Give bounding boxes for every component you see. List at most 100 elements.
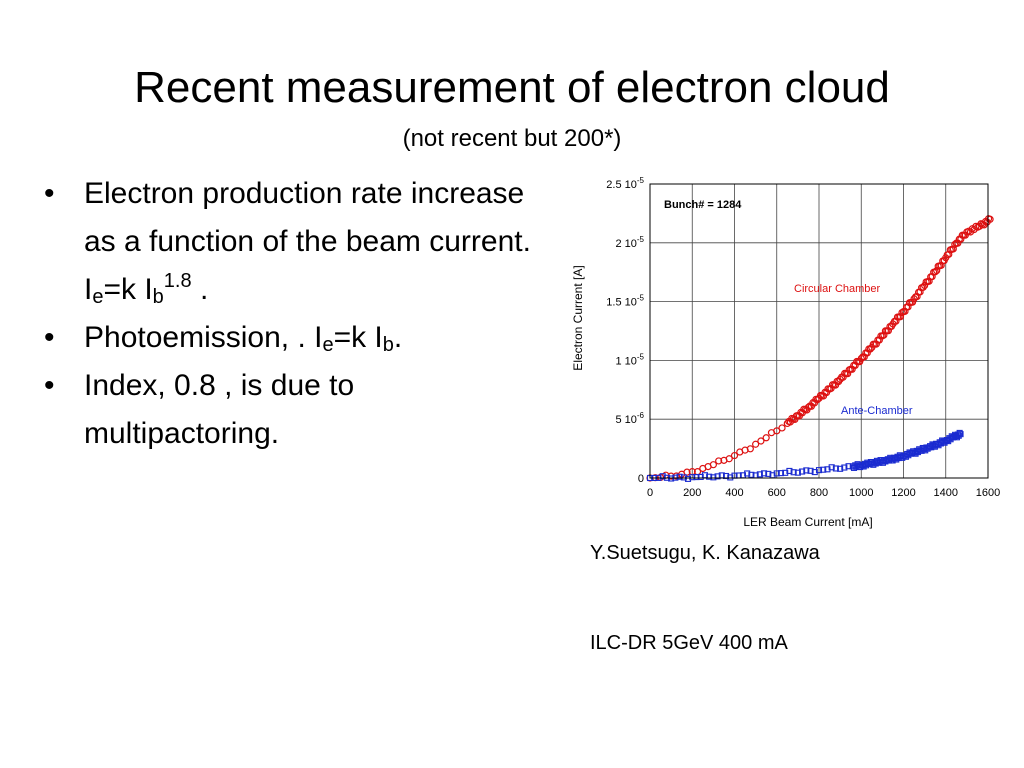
- data-point: [828, 464, 835, 471]
- bullet-text: .: [191, 273, 209, 306]
- x-tick-label: 1000: [849, 487, 873, 499]
- bullet-text: Photoemission, . I: [84, 321, 323, 354]
- data-point: [820, 466, 827, 473]
- data-point: [908, 298, 917, 306]
- data-point: [762, 434, 770, 442]
- plot-frame: [649, 183, 989, 479]
- bullet-item-1: • Electron production rate increase as a…: [40, 170, 550, 314]
- bullet-subscript: b: [382, 334, 394, 356]
- data-point: [715, 457, 723, 465]
- series-label-ante: Ante-Chamber: [841, 405, 913, 417]
- series-label-circular: Circular Chamber: [794, 283, 881, 295]
- y-tick-label: 1.5 10-5: [606, 294, 644, 309]
- bullet-item-2: • Photoemission, . Ie=k Ib.: [40, 314, 550, 362]
- y-axis-label: Electron Current [A]: [571, 265, 585, 370]
- data-point: [765, 470, 772, 477]
- data-point: [730, 451, 739, 460]
- data-point: [684, 475, 692, 482]
- x-tick-label: 800: [810, 487, 828, 499]
- data-point: [919, 283, 927, 291]
- y-tick-label: 5 10-6: [615, 411, 644, 426]
- data-point: [786, 467, 793, 474]
- bullet-text: =k I: [333, 321, 383, 354]
- data-point: [693, 474, 700, 481]
- data-point: [815, 467, 823, 474]
- x-axis-label: LER Beam Current [mA]: [743, 515, 872, 529]
- tick-labels: 0 200 400 600 800 1000 1200 1400 1600 0 5 10-6 1 10…: [606, 176, 1000, 499]
- data-point: [752, 440, 760, 448]
- note-text: ILC-DR 5GeV 400 mA: [590, 632, 788, 654]
- y-tick-label: 2 10-5: [615, 235, 644, 250]
- electron-current-chart: 0 200 400 600 800 1000 1200 1400 1600 0 5 10-6 1 10…: [571, 176, 1000, 529]
- data-point: [957, 431, 964, 438]
- data-point: [697, 473, 704, 480]
- x-tick-label: 1600: [976, 487, 1000, 499]
- data-point: [709, 461, 717, 469]
- x-tick-label: 400: [725, 487, 743, 499]
- data-point: [807, 467, 814, 474]
- slide-subtitle: (not recent but 200*): [402, 125, 622, 152]
- bullet-dot-icon: •: [44, 177, 55, 210]
- bullet-dot-icon: •: [44, 369, 55, 402]
- x-tick-label: 1400: [934, 487, 958, 499]
- data-point: [803, 467, 810, 474]
- data-point: [956, 429, 963, 436]
- data-point: [714, 473, 721, 480]
- credit-text: Y.Suetsugu, K. Kanazawa: [590, 542, 820, 564]
- y-tick-label: 0: [638, 473, 644, 485]
- data-point: [756, 471, 763, 478]
- data-point: [799, 468, 806, 475]
- data-point: [659, 473, 666, 480]
- bullet-text: Index, 0.8 , is due to multipactoring.: [84, 369, 355, 450]
- data-point: [837, 465, 844, 472]
- data-point: [746, 445, 754, 453]
- bullet-dot-icon: •: [44, 321, 55, 354]
- data-point: [832, 465, 839, 472]
- data-point: [723, 472, 730, 480]
- data-point: [668, 475, 675, 482]
- data-point: [790, 469, 797, 476]
- bullet-text: .: [393, 321, 403, 354]
- data-point: [896, 313, 905, 321]
- data-point: [777, 470, 785, 477]
- data-point: [782, 469, 789, 476]
- data-point: [748, 471, 755, 478]
- x-tick-label: 600: [768, 487, 786, 499]
- bullet-subscript: b: [152, 286, 164, 308]
- data-point: [725, 455, 733, 463]
- y-tick-label: 2.5 10-5: [606, 176, 644, 191]
- data-point: [761, 470, 768, 477]
- x-tick-label: 200: [683, 487, 701, 499]
- data-point: [683, 468, 691, 476]
- bullet-superscript: 1.8: [163, 270, 192, 292]
- data-point: [841, 464, 848, 471]
- series-circular-chamber: [646, 215, 994, 482]
- data-point: [676, 473, 683, 480]
- data-point: [757, 437, 765, 445]
- slide-title: Recent measurement of electron cloud: [134, 63, 890, 112]
- data-point: [804, 403, 813, 411]
- x-tick-label: 1200: [891, 487, 915, 499]
- bullet-subscript: e: [92, 286, 104, 308]
- data-point: [689, 474, 696, 481]
- bullet-item-3: • Index, 0.8 , is due to multipactoring.: [40, 362, 550, 458]
- data-point: [794, 469, 801, 476]
- annotation-label: Bunch# = 1284: [664, 199, 742, 211]
- data-point: [773, 470, 780, 477]
- data-point: [986, 215, 994, 223]
- data-point: [931, 268, 939, 276]
- bullet-list: • Electron production rate increase as a…: [40, 170, 550, 458]
- data-point: [744, 470, 751, 477]
- data-point: [727, 474, 734, 481]
- series-layer: [646, 215, 994, 482]
- bullet-subscript: e: [322, 334, 334, 356]
- y-tick-label: 1 10-5: [615, 352, 644, 367]
- x-tick-label: 0: [647, 487, 653, 499]
- data-point: [945, 250, 953, 258]
- data-point: [710, 474, 717, 481]
- data-point: [949, 245, 957, 253]
- data-point: [778, 424, 786, 432]
- data-point: [773, 427, 781, 435]
- bullet-text: =k I: [103, 273, 153, 306]
- data-point: [706, 473, 713, 480]
